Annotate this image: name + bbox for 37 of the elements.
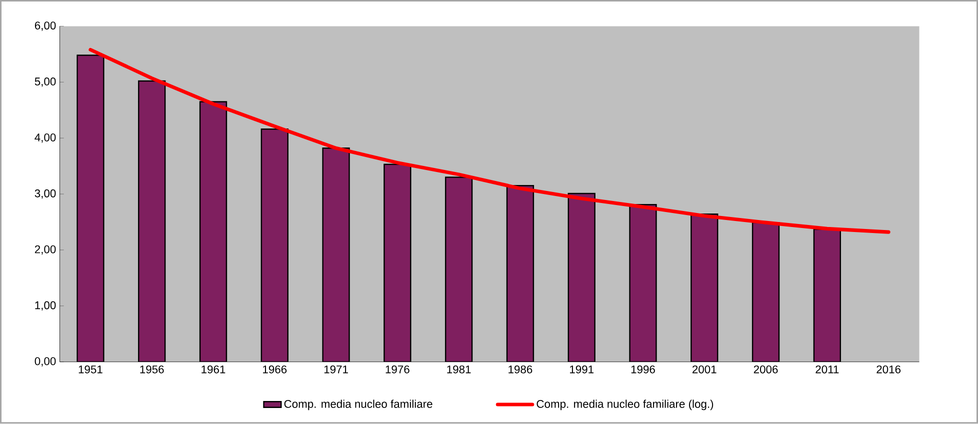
x-tick-label: 2016 [876, 366, 901, 374]
y-tick-label: 6,00 [34, 22, 56, 31]
y-tick-label: 4,00 [34, 134, 56, 143]
x-tick-label: 2011 [816, 366, 839, 374]
x-tick-label: 1966 [263, 366, 287, 374]
bar [260, 128, 288, 362]
legend-label: Comp. media nucleo familiare [284, 400, 432, 410]
legend-label: Comp. media nucleo familiare (log.) [536, 400, 714, 410]
bar [76, 54, 104, 362]
bar [322, 148, 350, 362]
x-tick-label: 2001 [692, 366, 716, 374]
x-tick-label: 1996 [631, 366, 655, 374]
y-tick-label: 3,00 [34, 190, 56, 199]
x-tick-label: 1951 [78, 366, 102, 374]
x-tick-label: 1991 [570, 366, 594, 374]
x-tick-label: 1986 [508, 366, 532, 374]
bar [384, 164, 412, 362]
y-tick-label: 2,00 [34, 246, 56, 255]
y-tick-label: 0,00 [34, 357, 56, 367]
x-tick-label: 1971 [324, 366, 348, 374]
bar [813, 228, 842, 362]
x-tick-label: 2006 [754, 366, 778, 374]
y-tick-label: 1,00 [35, 301, 56, 311]
x-tick-label: 1976 [386, 366, 410, 374]
line-series [88, 48, 890, 234]
bar [568, 193, 596, 362]
x-tick-label: 1956 [140, 366, 164, 374]
bar [506, 185, 534, 362]
bar [752, 222, 780, 362]
x-tick-label: 1981 [447, 366, 471, 374]
bar [690, 214, 718, 362]
bar [629, 204, 657, 362]
bar [444, 176, 473, 362]
bar [138, 80, 166, 362]
x-tick-label: 1961 [202, 366, 226, 374]
y-tick-label: 5,00 [34, 78, 56, 87]
bar [199, 101, 228, 362]
